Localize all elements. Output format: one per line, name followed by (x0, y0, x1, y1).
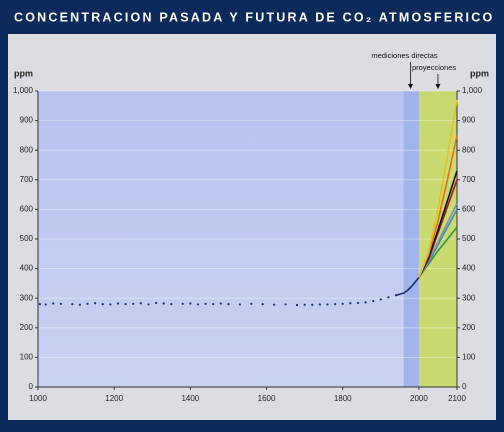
y-tick-label: 1,000 (13, 86, 34, 95)
data-point (109, 303, 112, 306)
data-point (116, 302, 120, 305)
data-point (196, 303, 200, 306)
y2-tick-label: 800 (462, 145, 476, 154)
y-tick-label: 0 (29, 382, 34, 391)
x-tick-label: 1600 (258, 394, 276, 403)
band (403, 91, 419, 387)
data-point (181, 302, 184, 305)
data-point (364, 301, 367, 304)
data-point (38, 303, 42, 306)
x-tick-label: 1000 (29, 394, 47, 403)
data-point (170, 303, 173, 306)
data-point (341, 302, 344, 305)
y2-tick-label: 300 (462, 293, 476, 302)
data-point (261, 303, 264, 306)
data-point (71, 303, 74, 306)
x-tick-label: 1200 (105, 394, 123, 403)
y-tick-label: 500 (20, 234, 34, 243)
y2-tick-label: 500 (462, 234, 476, 243)
data-point (295, 303, 299, 307)
data-point (124, 303, 127, 306)
data-point (189, 302, 192, 305)
chart-title: CONCENTRACION PASADA Y FUTURA DE CO₂ ATM… (14, 10, 494, 24)
data-point (238, 303, 241, 306)
data-point (227, 303, 230, 306)
data-point (162, 302, 165, 305)
data-point (379, 298, 382, 301)
data-point (52, 302, 55, 305)
data-point (147, 303, 150, 306)
data-point (212, 303, 215, 306)
x-tick-label: 2100 (448, 394, 466, 403)
y-tick-label: 800 (20, 145, 34, 154)
data-point (356, 301, 360, 305)
x-tick-label: 1800 (334, 394, 352, 403)
data-point (318, 303, 321, 306)
data-point (44, 303, 47, 306)
y-tick-label: 700 (20, 175, 34, 184)
y-tick-label: 200 (20, 323, 34, 332)
arrow-head (408, 84, 414, 89)
annotation: mediciones directas (371, 51, 438, 60)
y-tick-label: 300 (20, 293, 34, 302)
x-tick-label: 2000 (410, 394, 428, 403)
y2-tick-label: 100 (462, 353, 476, 362)
data-point (311, 303, 314, 306)
arrow-head (435, 84, 441, 89)
data-point (387, 296, 390, 299)
series-line (395, 276, 420, 297)
data-point (273, 303, 276, 306)
y2-tick-label: 700 (462, 175, 476, 184)
data-point (139, 302, 142, 305)
y-axis-label: ppm (14, 68, 33, 78)
data-point (86, 302, 89, 305)
y2-tick-label: 0 (462, 382, 467, 391)
plot-area (38, 91, 457, 387)
data-point (372, 300, 375, 303)
y-tick-label: 400 (20, 264, 34, 273)
data-point (284, 303, 287, 306)
data-point (154, 301, 158, 305)
annotation: proyecciones (412, 63, 456, 72)
y-tick-label: 900 (20, 116, 34, 125)
series-line (418, 99, 458, 278)
data-point (219, 302, 222, 305)
data-point (334, 303, 337, 306)
y2-tick-label: 400 (462, 264, 476, 273)
data-point (94, 302, 97, 305)
data-point (132, 302, 135, 305)
data-point (78, 303, 81, 306)
y2-axis-label: ppm (470, 68, 489, 78)
y2-tick-label: 900 (462, 116, 476, 125)
y2-tick-label: 200 (462, 323, 476, 332)
data-point (101, 303, 104, 306)
x-tick-label: 1400 (181, 394, 199, 403)
data-point (59, 302, 62, 305)
data-point (326, 303, 329, 306)
data-point (204, 302, 207, 305)
y2-tick-label: 600 (462, 205, 476, 214)
y-tick-label: 100 (20, 353, 34, 362)
data-point (303, 303, 306, 306)
data-point (250, 302, 253, 305)
y-tick-label: 600 (20, 205, 34, 214)
data-point (349, 302, 352, 305)
y2-tick-label: 1,000 (462, 86, 483, 95)
